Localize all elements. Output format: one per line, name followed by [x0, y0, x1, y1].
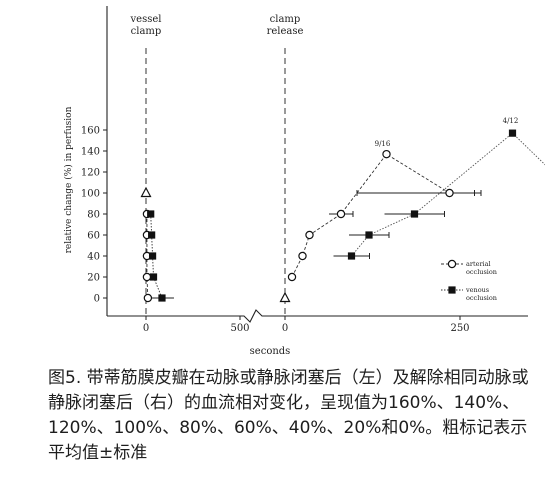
- left-point-open-circle: [142, 272, 152, 282]
- y-tick-label: 20: [87, 273, 100, 284]
- clamp-release-label: release: [267, 26, 304, 37]
- x-axis-line: [107, 309, 528, 323]
- y-tick-label: 0: [94, 294, 100, 305]
- vessel-clamp-label: clamp: [131, 26, 162, 37]
- right-point-filled-square: [347, 252, 356, 260]
- y-tick-label: 140: [81, 147, 100, 158]
- legend-label: occlusion: [466, 294, 497, 302]
- x-tick-label: 0: [282, 323, 288, 334]
- left-point-open-circle: [143, 293, 153, 303]
- x-tick-label: 500: [230, 323, 249, 334]
- right-point-open-circle: [336, 209, 346, 219]
- legend-label: venous: [465, 286, 489, 294]
- y-tick-label: 120: [81, 168, 100, 179]
- left-point-filled-square: [148, 231, 156, 239]
- n-annotation: 4/12: [503, 117, 519, 125]
- y-tick-label: 40: [87, 252, 100, 263]
- right-point-open-circle: [305, 230, 314, 240]
- legend-label: arterial: [466, 260, 491, 268]
- left-point-filled-square: [158, 294, 166, 302]
- right-point-filled-square: [365, 231, 373, 239]
- legend-marker: [448, 286, 456, 294]
- left-point-filled-square: [149, 273, 158, 281]
- figure-caption: 图5. 带蒂筋膜皮瓣在动脉或静脉闭塞后（左）及解除相同动脉或静脉闭塞后（右）的血…: [48, 368, 529, 463]
- right-point-open-circle: [382, 149, 391, 159]
- n-annotation: 9/16: [375, 140, 391, 148]
- right-point-open-triangle: [279, 291, 291, 303]
- right-point-open-circle: [298, 251, 307, 261]
- y-tick-label: 100: [81, 189, 100, 200]
- left-point-filled-square: [148, 252, 157, 260]
- y-axis-label: relative change (%) in perfusion: [63, 106, 74, 253]
- legend-marker: [447, 259, 457, 269]
- y-tick-label: 60: [87, 231, 100, 242]
- legend-label: occlusion: [466, 268, 497, 276]
- x-axis-label: seconds: [250, 346, 291, 357]
- left-point-open-triangle: [140, 186, 152, 198]
- right-point-filled-square: [410, 210, 419, 218]
- y-tick-label: 80: [87, 210, 100, 221]
- vessel-clamp-label: vessel: [130, 14, 162, 25]
- arterial-line: [291, 153, 450, 278]
- x-tick-label: 250: [450, 323, 469, 334]
- left-point-filled-square: [147, 210, 155, 218]
- x-tick-label: 0: [143, 323, 149, 334]
- right-point-open-circle: [445, 188, 454, 198]
- right-point-filled-square: [508, 129, 517, 137]
- right-point-open-circle: [287, 272, 297, 282]
- y-tick-label: 160: [81, 126, 100, 137]
- perfusion-chart: 0204060801001201401600500025050075010001…: [63, 6, 545, 357]
- clamp-release-label: clamp: [270, 14, 301, 25]
